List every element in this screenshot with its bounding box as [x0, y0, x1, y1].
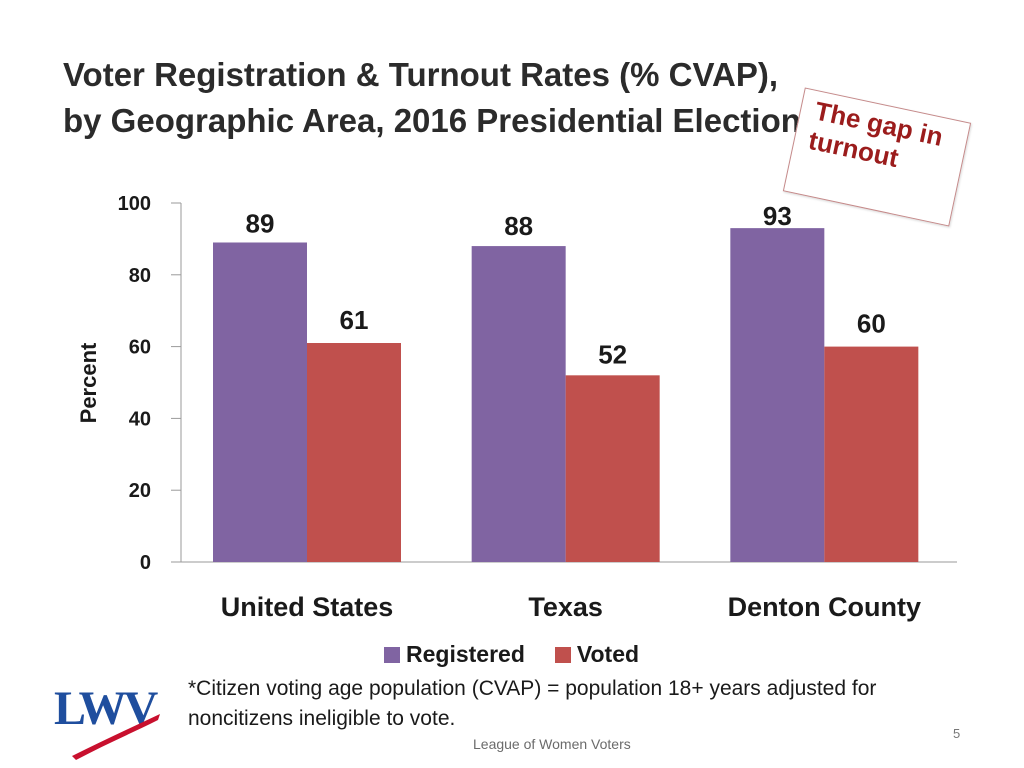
bar-chart: 0 20 40 60 80 100 Percent 89 61 United States 88 52… [76, 193, 957, 622]
data-label: 52 [598, 339, 627, 369]
page-title: Voter Registration & Turnout Rates (% CV… [63, 56, 801, 139]
data-label: 88 [504, 211, 533, 241]
y-tick-label: 60 [129, 337, 151, 359]
legend-swatch-voted [554, 646, 571, 663]
y-tick-label: 20 [129, 480, 151, 502]
bar-registered [213, 242, 307, 563]
page-number: 5 [953, 726, 961, 741]
data-label: 89 [246, 208, 275, 238]
category-label: Texas [528, 592, 603, 622]
bar-registered [471, 246, 566, 562]
y-axis-title: Percent [76, 342, 101, 423]
category-label: United States [221, 592, 394, 622]
bar-voted [565, 375, 660, 562]
y-tick-label: 40 [129, 408, 151, 430]
footer-text: League of Women Voters [473, 736, 631, 752]
data-label: 61 [340, 305, 369, 335]
legend-item-registered: Registered [384, 641, 525, 668]
category-label: Denton County [728, 592, 921, 622]
cvap-footnote: *Citizen voting age population (CVAP) = … [188, 677, 877, 730]
y-tick-label: 80 [129, 265, 151, 287]
bar-voted [824, 346, 919, 562]
bar-registered [730, 228, 825, 562]
logo-swoosh [72, 714, 160, 760]
bar-voted [307, 343, 401, 562]
legend-swatch-registered [384, 646, 400, 663]
y-tick-label: 0 [140, 552, 151, 574]
data-label: 60 [857, 309, 886, 339]
lwv-logo: LWV [50, 680, 165, 765]
legend-label-voted: Voted [576, 641, 640, 667]
legend-label-registered: Registered [406, 641, 525, 667]
y-tick-label: 100 [118, 193, 151, 215]
chart-legend: Registered Voted [384, 641, 639, 668]
data-label: 93 [763, 201, 792, 231]
legend-item-voted: Voted [554, 641, 640, 668]
